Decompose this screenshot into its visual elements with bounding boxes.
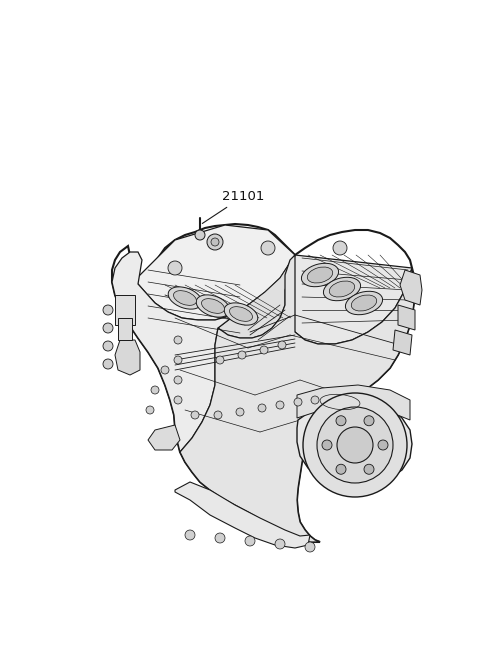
Circle shape (294, 398, 302, 406)
Circle shape (364, 464, 374, 474)
Circle shape (305, 542, 315, 552)
Circle shape (195, 230, 205, 240)
Polygon shape (218, 255, 295, 338)
Ellipse shape (324, 277, 360, 300)
Polygon shape (135, 225, 295, 320)
Circle shape (258, 404, 266, 412)
Circle shape (151, 386, 159, 394)
Circle shape (174, 356, 182, 364)
Circle shape (103, 305, 113, 315)
Circle shape (214, 411, 222, 419)
Ellipse shape (351, 295, 377, 311)
Circle shape (211, 238, 219, 246)
Circle shape (216, 356, 224, 364)
Circle shape (311, 396, 319, 404)
Circle shape (337, 427, 373, 463)
Polygon shape (393, 330, 412, 355)
Circle shape (322, 440, 332, 450)
Polygon shape (180, 255, 415, 542)
Circle shape (103, 323, 113, 333)
Circle shape (174, 336, 182, 344)
Circle shape (168, 261, 182, 275)
Circle shape (275, 539, 285, 549)
Circle shape (276, 401, 284, 409)
Ellipse shape (346, 291, 383, 315)
Polygon shape (112, 224, 415, 542)
Circle shape (103, 359, 113, 369)
Circle shape (278, 341, 286, 349)
Circle shape (260, 346, 268, 354)
Circle shape (174, 396, 182, 404)
Text: 21101: 21101 (203, 190, 264, 224)
Circle shape (236, 408, 244, 416)
Polygon shape (112, 252, 248, 452)
Polygon shape (400, 270, 422, 305)
Circle shape (215, 533, 225, 543)
Polygon shape (285, 255, 412, 344)
Circle shape (185, 530, 195, 540)
Circle shape (146, 406, 154, 414)
Ellipse shape (229, 306, 252, 321)
Circle shape (161, 366, 169, 374)
Ellipse shape (307, 267, 333, 283)
Polygon shape (297, 385, 410, 420)
Circle shape (174, 376, 182, 384)
Circle shape (303, 393, 407, 497)
Polygon shape (398, 305, 415, 330)
Polygon shape (175, 482, 310, 548)
Circle shape (333, 241, 347, 255)
Ellipse shape (224, 303, 258, 325)
Circle shape (336, 416, 346, 426)
Circle shape (238, 351, 246, 359)
Circle shape (378, 440, 388, 450)
Ellipse shape (329, 281, 355, 297)
Circle shape (245, 536, 255, 546)
Circle shape (364, 416, 374, 426)
Polygon shape (115, 340, 140, 375)
Ellipse shape (173, 291, 196, 305)
Polygon shape (115, 295, 135, 325)
Circle shape (103, 341, 113, 351)
Circle shape (207, 234, 223, 250)
Circle shape (191, 411, 199, 419)
Polygon shape (297, 400, 412, 486)
Polygon shape (148, 425, 180, 450)
Ellipse shape (301, 263, 338, 287)
Ellipse shape (196, 295, 230, 317)
Circle shape (336, 464, 346, 474)
Polygon shape (118, 318, 132, 340)
Circle shape (317, 407, 393, 483)
Ellipse shape (202, 298, 225, 314)
Circle shape (261, 241, 275, 255)
Ellipse shape (168, 287, 202, 309)
